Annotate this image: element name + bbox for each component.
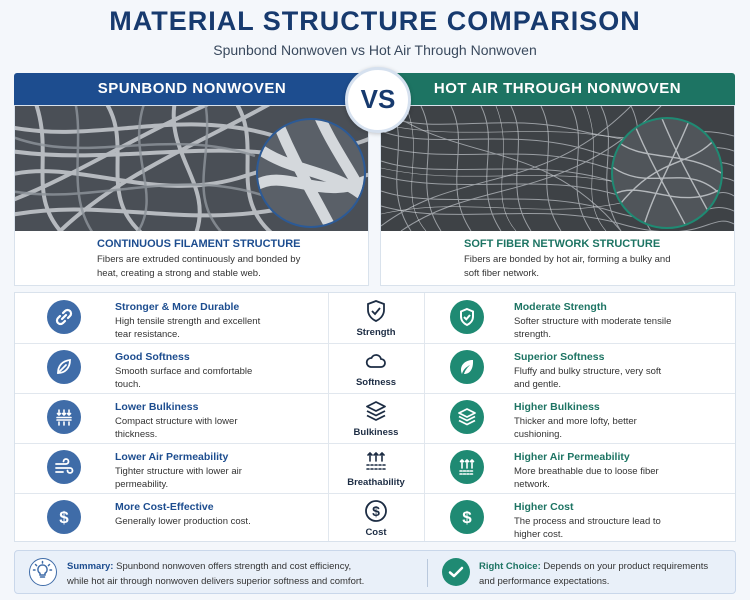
vs-badge: VS — [345, 67, 411, 133]
comparison-table: Stronger & More Durable High tensile str… — [14, 292, 736, 542]
hot-air-softness-title: Superior Softness — [514, 351, 605, 363]
spunbond-panel: CONTINUOUS FILAMENT STRUCTURE Fibers are… — [14, 105, 369, 286]
lightbulb-icon — [29, 558, 57, 586]
comparison-row-strength: Stronger & More Durable High tensile str… — [15, 293, 735, 344]
spunbond-header: SPUNBOND NONWOVEN — [14, 73, 370, 105]
hot-air-strength-title: Moderate Strength — [514, 301, 607, 313]
spunbond-breathability-text: Tighter structure with lower air permeab… — [115, 466, 242, 490]
summary-bar: Summary: Spunbond nonwoven offers streng… — [14, 550, 736, 594]
hot-air-breathability-text: More breathable due to loose fiber netwo… — [514, 466, 659, 490]
hot-air-cost-title: Higher Cost — [514, 501, 574, 513]
feather-icon — [47, 350, 81, 384]
criterion-label: Bulkiness — [353, 427, 399, 438]
page-subtitle: Spunbond Nonwoven vs Hot Air Through Non… — [213, 42, 537, 58]
hot-air-structure-title: SOFT FIBER NETWORK STRUCTURE — [464, 238, 661, 250]
air-flow-icon — [366, 451, 386, 470]
svg-text:$: $ — [462, 508, 472, 527]
spunbond-structure-text: Fibers are extruded continuously and bon… — [97, 254, 301, 279]
dollar-icon: $ — [47, 500, 81, 534]
chain-link-icon — [47, 300, 81, 334]
spunbond-strength-title: Stronger & More Durable — [115, 301, 240, 313]
spunbond-bulkiness-title: Lower Bulkiness — [115, 401, 199, 413]
hot-air-bulkiness-title: Higher Bulkiness — [514, 401, 600, 413]
spunbond-micrograph — [15, 106, 368, 231]
shield-check-icon — [450, 300, 484, 334]
criterion-label: Strength — [356, 327, 396, 338]
criterion-label: Cost — [365, 527, 387, 538]
comparison-row-cost: $ More Cost-Effective Generally lower pr… — [15, 493, 735, 543]
comparison-row-breathability: Lower Air Permeability Tighter structure… — [15, 443, 735, 494]
comparison-row-softness: Good Softness Smooth surface and comfort… — [15, 343, 735, 394]
svg-text:$: $ — [59, 508, 69, 527]
summary-text: Summary: Spunbond nonwoven offers streng… — [67, 559, 364, 589]
criterion-label: Softness — [355, 377, 397, 388]
hot-air-softness-text: Fluffy and bulky structure, very soft an… — [514, 366, 662, 390]
criterion-label: Breathability — [347, 477, 405, 488]
page-title: MATERIAL STRUCTURE COMPARISON — [109, 6, 641, 36]
right-choice-line-2: and performance expectations. — [479, 576, 610, 587]
check-circle-icon — [442, 558, 470, 586]
wind-icon — [47, 450, 81, 484]
cloud-icon — [365, 354, 386, 368]
layers-icon — [366, 401, 386, 421]
spunbond-softness-title: Good Softness — [115, 351, 190, 363]
spunbond-strength-text: High tensile strength and excellent tear… — [115, 316, 261, 340]
spunbond-softness-text: Smooth surface and comfortable touch. — [115, 366, 253, 390]
hot-air-structure-text: Fibers are bonded by hot air, forming a … — [464, 254, 671, 279]
right-choice-text: Right Choice: Depends on your product re… — [479, 559, 708, 589]
leaf-icon — [450, 350, 484, 384]
summary-label: Summary: — [67, 561, 114, 572]
spunbond-cost-title: More Cost-Effective — [115, 501, 214, 513]
dollar-icon: $ — [450, 500, 484, 534]
spunbond-cost-text: Generally lower production cost. — [115, 516, 251, 527]
compress-arrows-icon — [47, 400, 81, 434]
svg-text:$: $ — [372, 503, 380, 519]
hot-air-breathability-title: Higher Air Permeability — [514, 451, 630, 463]
column-divider — [424, 293, 425, 541]
hot-air-micrograph — [381, 106, 734, 231]
hot-air-cost-text: The process and stroucture lead to highe… — [514, 516, 661, 540]
comparison-row-bulkiness: Lower Bulkiness Compact structure with l… — [15, 393, 735, 444]
column-divider — [328, 293, 329, 541]
spunbond-bulkiness-text: Compact structure with lower thickness. — [115, 416, 238, 440]
spunbond-structure-title: CONTINUOUS FILAMENT STRUCTURE — [97, 238, 301, 250]
stacked-layers-icon — [450, 400, 484, 434]
spunbond-breathability-title: Lower Air Permeability — [115, 451, 229, 463]
summary-line-2: while hot air through nonwoven delivers … — [67, 576, 365, 587]
right-choice-label: Right Choice: — [479, 561, 541, 572]
hot-air-panel: SOFT FIBER NETWORK STRUCTURE Fibers are … — [380, 105, 735, 286]
air-up-arrows-icon — [450, 450, 484, 484]
hot-air-bulkiness-text: Thicker and more lofty, better cushionin… — [514, 416, 637, 440]
hot-air-header: HOT AIR THROUGH NONWOVEN — [380, 73, 735, 105]
summary-line-1: Spunbond nonwoven offers strength and co… — [116, 561, 352, 572]
right-choice-line-1: Depends on your product requirements — [543, 561, 709, 572]
shield-icon — [367, 300, 385, 322]
summary-divider — [427, 559, 428, 587]
dollar-circle-icon: $ — [365, 500, 387, 522]
hot-air-strength-text: Softer structure with moderate tensile s… — [514, 316, 672, 340]
